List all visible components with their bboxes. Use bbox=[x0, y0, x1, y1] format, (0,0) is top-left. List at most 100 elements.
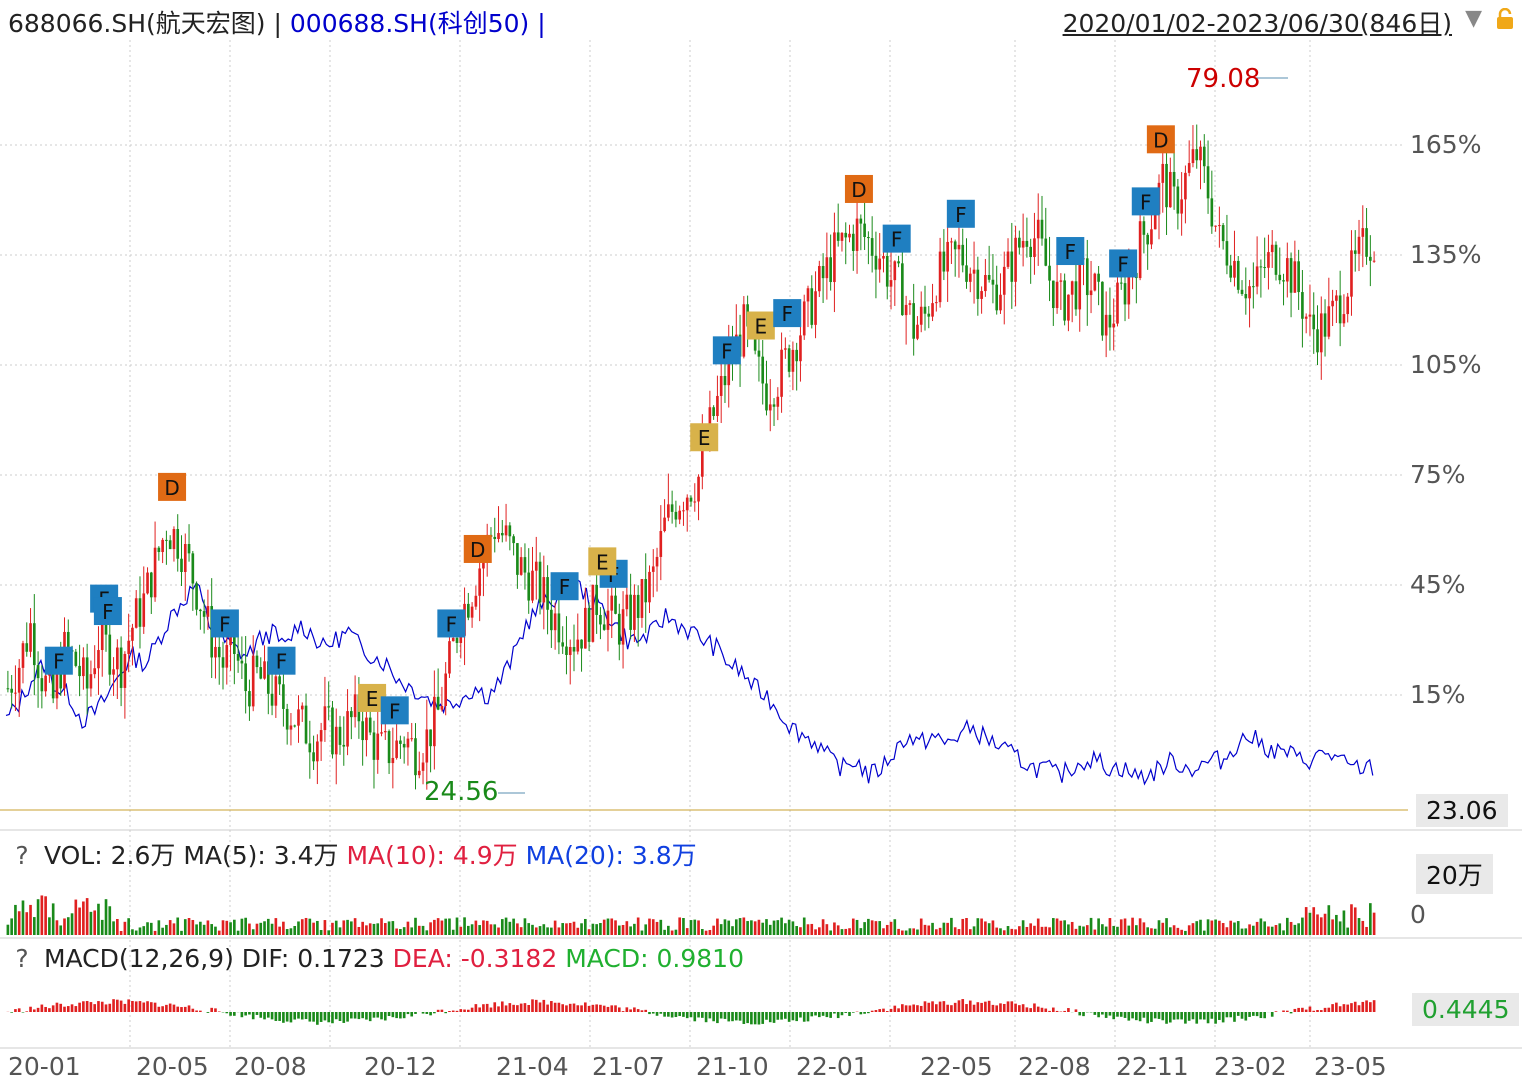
candle-body bbox=[961, 244, 965, 266]
badge-label: E bbox=[366, 687, 379, 711]
volume-bar bbox=[1150, 928, 1153, 935]
x-tick-label: 20-12 bbox=[364, 1052, 437, 1081]
macd-bar bbox=[659, 1012, 663, 1014]
candle-body bbox=[1025, 240, 1029, 247]
candle-body bbox=[727, 353, 731, 386]
macd-bar bbox=[312, 1012, 315, 1022]
help-icon[interactable]: ? bbox=[15, 944, 29, 973]
volume-bar bbox=[836, 925, 840, 935]
candle-body bbox=[644, 579, 648, 603]
volume-bar bbox=[802, 917, 806, 935]
volume-bar bbox=[901, 930, 904, 935]
macd-bar bbox=[667, 1012, 670, 1017]
candle-body bbox=[965, 265, 968, 282]
macd-bar bbox=[108, 1003, 112, 1012]
symbol-title[interactable]: 688066.SH(航天宏图) | 000688.SH(科创50) | bbox=[8, 4, 546, 40]
ma5-value: MA(5): 3.4万 bbox=[183, 841, 339, 870]
candle-body bbox=[1221, 225, 1225, 242]
volume-bar bbox=[595, 924, 598, 935]
macd-bar bbox=[1353, 1001, 1357, 1012]
macd-bar bbox=[674, 1012, 678, 1018]
candle-body bbox=[995, 284, 999, 311]
main-symbol[interactable]: 688066.SH(航天宏图) bbox=[8, 9, 266, 38]
candle-body bbox=[119, 647, 123, 688]
badge-label: F bbox=[102, 600, 114, 624]
volume-bar bbox=[157, 920, 161, 935]
lock-icon[interactable] bbox=[1496, 8, 1514, 30]
compare-symbol[interactable]: 000688.SH(科创50) bbox=[289, 9, 530, 38]
candle-body bbox=[508, 525, 512, 537]
macd-bar bbox=[497, 1006, 500, 1012]
volume-bar bbox=[1278, 923, 1282, 935]
macd-bar bbox=[1082, 1012, 1085, 1017]
volume-bar bbox=[1270, 926, 1274, 935]
volume-bar bbox=[531, 924, 534, 935]
candle-body bbox=[225, 645, 229, 668]
volume-bar bbox=[470, 924, 474, 935]
volume-bar bbox=[1116, 926, 1119, 935]
volume-bar bbox=[984, 921, 987, 935]
volume-bar bbox=[372, 923, 376, 935]
macd-bar bbox=[984, 1001, 987, 1012]
candle-body bbox=[451, 637, 455, 642]
volume-bar bbox=[1082, 926, 1085, 935]
volume-bar bbox=[123, 921, 127, 935]
candle-body bbox=[25, 643, 29, 652]
volume-bar bbox=[678, 917, 681, 935]
candle-body bbox=[1033, 238, 1036, 258]
candle-body bbox=[421, 762, 425, 771]
volume-bar bbox=[1304, 907, 1308, 935]
macd-bar bbox=[904, 1005, 908, 1012]
macd-bar bbox=[282, 1012, 285, 1023]
volume-bar bbox=[1108, 918, 1112, 935]
x-tick-label: 21-07 bbox=[592, 1052, 665, 1081]
macd-bar bbox=[214, 1008, 217, 1012]
candle-body bbox=[584, 607, 587, 649]
candle-body bbox=[1093, 273, 1097, 291]
volume-bar bbox=[429, 922, 432, 935]
macd-bar bbox=[1297, 1007, 1300, 1012]
candle-body bbox=[561, 642, 565, 647]
candle-body bbox=[236, 654, 240, 661]
volume-bar bbox=[274, 918, 278, 935]
macd-bar bbox=[153, 1002, 157, 1012]
macd-bar bbox=[1350, 1003, 1353, 1012]
macd-bar bbox=[1063, 1010, 1066, 1012]
help-icon[interactable]: ? bbox=[15, 841, 29, 870]
candle-body bbox=[636, 594, 640, 618]
macd-bar bbox=[561, 1004, 565, 1012]
volume-bar bbox=[25, 912, 29, 935]
candle-body bbox=[55, 670, 59, 699]
volume-bar bbox=[534, 927, 538, 935]
macd-bar bbox=[304, 1012, 308, 1020]
volume-bar bbox=[402, 927, 406, 935]
macd-bar bbox=[274, 1012, 278, 1021]
macd-bar bbox=[1135, 1012, 1138, 1021]
macd-bar bbox=[1168, 1012, 1172, 1023]
macd-bar bbox=[591, 1004, 595, 1012]
macd-bar bbox=[1131, 1012, 1134, 1019]
macd-bar bbox=[440, 1009, 444, 1012]
macd-bar bbox=[697, 1012, 700, 1018]
volume-bar bbox=[878, 921, 882, 935]
candle-body bbox=[829, 257, 832, 283]
volume-bar bbox=[931, 922, 934, 935]
volume-bar bbox=[655, 921, 659, 935]
volume-bar bbox=[685, 928, 689, 935]
candle-body bbox=[293, 725, 297, 727]
vol-value: VOL: 2.6万 bbox=[43, 841, 176, 870]
date-range[interactable]: 2020/01/02-2023/06/30(846日) bbox=[1062, 9, 1452, 38]
volume-bar bbox=[78, 907, 81, 935]
volume-bar bbox=[889, 921, 893, 935]
candle-body bbox=[519, 557, 523, 575]
volume-bar bbox=[263, 921, 266, 935]
chevron-down-icon[interactable]: ▼ bbox=[1465, 6, 1482, 31]
volume-bar bbox=[161, 927, 164, 935]
volume-bar bbox=[516, 923, 519, 935]
macd-bar bbox=[319, 1012, 323, 1022]
volume-bar bbox=[172, 923, 176, 935]
badge-box bbox=[93, 597, 122, 626]
macd-bar bbox=[678, 1012, 681, 1017]
volume-bar bbox=[1044, 926, 1048, 935]
